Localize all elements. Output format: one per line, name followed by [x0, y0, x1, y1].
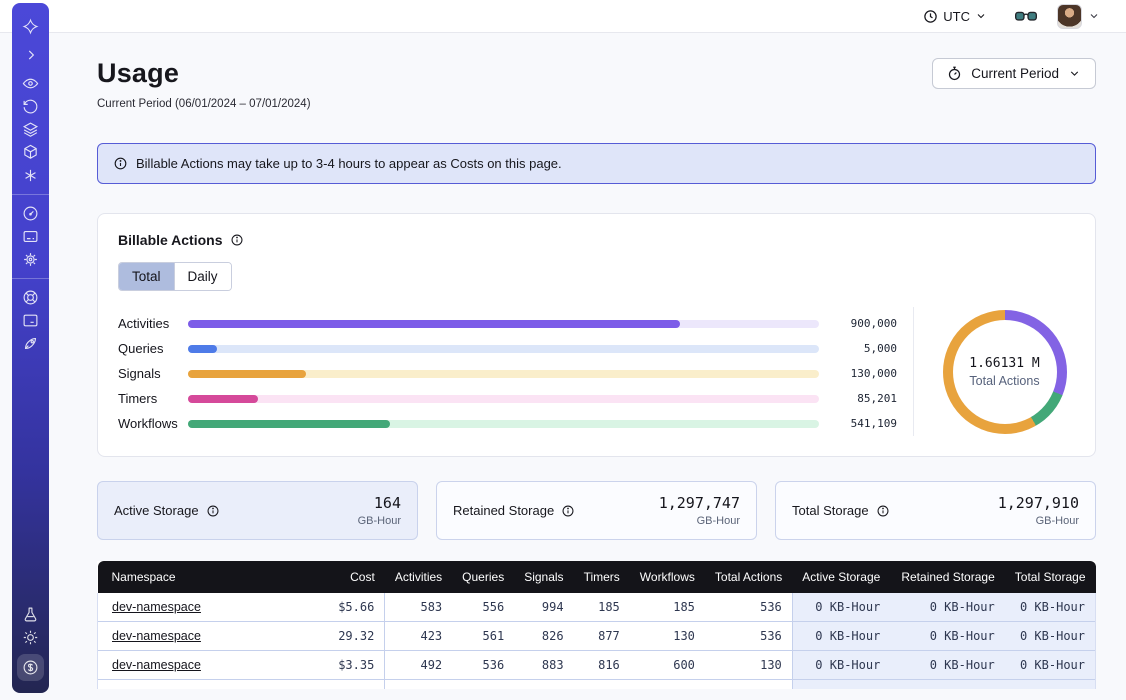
info-icon[interactable] — [206, 504, 220, 518]
temporal-logo-icon[interactable] — [22, 18, 39, 35]
gauge-icon[interactable] — [22, 205, 39, 222]
info-banner: Billable Actions may take up to 3-4 hour… — [97, 143, 1096, 184]
namespace-link[interactable]: dev-namespace — [112, 629, 201, 643]
chevron-down-icon[interactable] — [1088, 10, 1100, 22]
stopwatch-icon — [947, 66, 962, 81]
table-row-partial — [98, 680, 1096, 689]
bar-row-queries: Queries 5,000 — [118, 336, 897, 361]
info-icon[interactable] — [561, 504, 575, 518]
active-storage-card: Active Storage 164 GB-Hour — [97, 481, 418, 540]
sun-icon[interactable] — [22, 629, 39, 646]
table-row: dev-namespace $3.35 492 536 883 816 600 … — [98, 651, 1096, 680]
table-header-row: Namespace Cost Activities Queries Signal… — [98, 561, 1096, 593]
total-actions-label: Total Actions — [969, 374, 1039, 388]
total-actions-donut-section: 1.66131 M Total Actions — [913, 307, 1095, 436]
sidebar-item-usage-active[interactable] — [17, 654, 44, 681]
card-icon[interactable] — [22, 228, 39, 245]
table-row: dev-namespace $5.66 583 556 994 185 185 … — [98, 593, 1096, 622]
layers-icon[interactable] — [22, 121, 39, 138]
total-storage-value: 1,297,910 — [998, 494, 1079, 512]
tab-total[interactable]: Total — [119, 263, 174, 290]
asterisk-icon[interactable] — [22, 167, 39, 184]
clock-icon — [923, 9, 938, 24]
info-icon[interactable] — [230, 233, 244, 247]
cube-icon[interactable] — [22, 144, 39, 161]
info-icon — [113, 156, 128, 171]
bar-row-signals: Signals 130,000 — [118, 361, 897, 386]
total-actions-value: 1.66131 M — [969, 356, 1039, 371]
namespace-link[interactable]: dev-namespace — [112, 600, 201, 614]
eye-icon[interactable] — [22, 75, 39, 92]
tab-daily[interactable]: Daily — [174, 263, 231, 290]
glasses-icon[interactable] — [1015, 9, 1037, 24]
bar-row-activities: Activities 900,000 — [118, 311, 897, 336]
terminal-icon[interactable] — [22, 312, 39, 329]
chevron-right-icon[interactable] — [24, 48, 38, 62]
bar-row-workflows: Workflows 541,109 — [118, 411, 897, 436]
total-actions-donut: 1.66131 M Total Actions — [943, 310, 1067, 434]
flask-icon[interactable] — [22, 606, 39, 623]
active-storage-value: 164 — [358, 494, 401, 512]
bar-row-timers: Timers 85,201 — [118, 386, 897, 411]
chevron-down-icon — [975, 10, 987, 22]
billable-actions-bar-chart: Activities 900,000 Queries 5,000 Signals… — [98, 307, 913, 436]
billable-actions-card: Billable Actions Total Daily Activities … — [97, 213, 1096, 457]
retained-storage-card: Retained Storage 1,297,747 GB-Hour — [436, 481, 757, 540]
current-period-button[interactable]: Current Period — [932, 58, 1096, 89]
sidebar — [12, 3, 49, 693]
rocket-icon[interactable] — [22, 335, 39, 352]
avatar[interactable] — [1057, 4, 1082, 29]
banner-text: Billable Actions may take up to 3-4 hour… — [136, 156, 562, 171]
billable-actions-tabs: Total Daily — [118, 262, 232, 291]
namespace-usage-table: Namespace Cost Activities Queries Signal… — [97, 561, 1096, 689]
timezone-label: UTC — [943, 9, 970, 24]
gear-icon[interactable] — [22, 251, 39, 268]
storage-summary-row: Active Storage 164 GB-Hour Retained Stor… — [97, 481, 1096, 540]
billable-actions-title: Billable Actions — [118, 232, 223, 248]
chevron-down-icon — [1068, 67, 1081, 80]
page-title: Usage — [97, 58, 311, 89]
retained-storage-value: 1,297,747 — [659, 494, 740, 512]
sidebar-divider — [12, 278, 49, 279]
total-storage-card: Total Storage 1,297,910 GB-Hour — [775, 481, 1096, 540]
info-icon[interactable] — [876, 504, 890, 518]
lifebuoy-icon[interactable] — [22, 289, 39, 306]
main-content: Usage Current Period (06/01/2024 – 07/01… — [49, 34, 1126, 700]
namespace-link[interactable]: dev-namespace — [112, 658, 201, 672]
sidebar-divider — [12, 194, 49, 195]
timezone-select[interactable]: UTC — [923, 9, 987, 24]
dollar-icon — [22, 659, 39, 676]
topbar: UTC — [0, 0, 1126, 33]
page-subtitle: Current Period (06/01/2024 – 07/01/2024) — [97, 98, 311, 110]
history-icon[interactable] — [22, 98, 39, 115]
table-row: dev-namespace 29.32 423 561 826 877 130 … — [98, 622, 1096, 651]
